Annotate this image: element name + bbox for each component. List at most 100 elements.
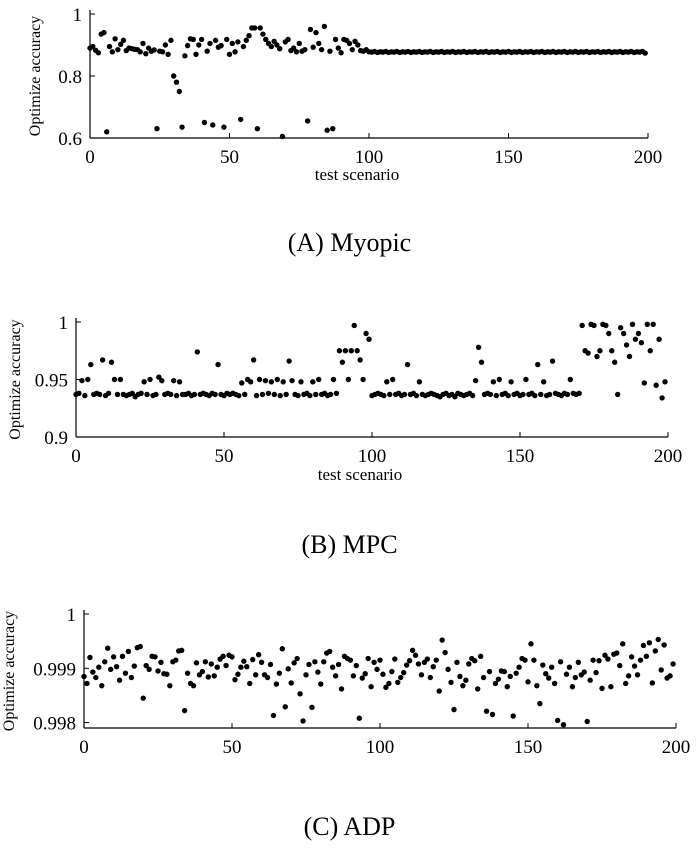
data-point <box>489 711 496 718</box>
data-point <box>96 391 103 398</box>
data-point <box>646 640 653 646</box>
data-point <box>208 661 214 667</box>
data-point <box>143 662 149 669</box>
data-point <box>285 36 291 43</box>
y-tick-label: 0.998 <box>33 714 76 735</box>
data-point <box>475 344 482 350</box>
data-point <box>390 376 396 383</box>
data-point <box>268 43 275 50</box>
data-point <box>270 712 277 719</box>
x-tick-label: 150 <box>494 147 523 168</box>
data-point <box>140 695 146 701</box>
data-point <box>335 661 342 668</box>
data-point <box>138 390 144 396</box>
data-point <box>606 330 612 337</box>
y-axis-label: Optimize accuracy <box>7 319 24 439</box>
data-point <box>474 686 481 692</box>
data-point <box>523 376 529 383</box>
data-point <box>642 50 648 56</box>
data-point <box>652 648 658 654</box>
data-point <box>240 43 247 50</box>
data-point <box>104 129 110 135</box>
data-point <box>218 42 224 49</box>
data-point <box>105 390 112 396</box>
data-point <box>303 672 309 678</box>
data-point <box>95 50 102 56</box>
data-point <box>164 671 170 677</box>
data-point <box>274 376 280 383</box>
data-point <box>351 322 357 329</box>
data-point <box>221 124 227 130</box>
data-point <box>332 36 339 43</box>
data-point <box>162 42 169 48</box>
data-point <box>235 39 241 45</box>
data-point <box>492 680 499 687</box>
data-point <box>658 667 664 673</box>
data-point <box>569 684 576 690</box>
data-point <box>226 51 233 57</box>
data-point <box>349 46 355 53</box>
data-point <box>398 674 404 681</box>
data-point <box>501 668 508 675</box>
data-point <box>254 126 261 132</box>
data-point <box>271 38 277 44</box>
data-point <box>279 646 286 652</box>
data-point <box>210 122 216 128</box>
data-point <box>201 119 208 126</box>
data-point <box>409 647 416 654</box>
data-point <box>472 657 478 664</box>
data-point <box>214 664 220 670</box>
data-point <box>377 657 383 663</box>
data-point <box>264 674 271 681</box>
data-point <box>567 376 574 383</box>
data-point <box>575 659 582 666</box>
data-point <box>620 641 626 647</box>
data-point <box>173 392 180 399</box>
data-point <box>120 37 127 44</box>
data-point <box>215 361 221 368</box>
data-point <box>236 392 242 399</box>
data-point <box>112 36 118 42</box>
data-point <box>353 662 360 669</box>
data-point <box>355 42 361 48</box>
data-point <box>404 361 411 368</box>
data-point <box>625 673 632 679</box>
data-point <box>643 653 650 660</box>
data-point <box>342 348 349 354</box>
data-point <box>271 391 278 398</box>
data-point <box>119 653 126 660</box>
data-point <box>179 124 185 130</box>
data-point <box>581 669 587 675</box>
data-point <box>357 357 363 363</box>
data-point <box>106 43 113 50</box>
data-point <box>277 46 283 52</box>
data-point <box>99 357 106 363</box>
data-point <box>338 686 345 692</box>
data-point <box>548 664 555 670</box>
data-point <box>277 392 283 399</box>
data-point <box>107 666 114 673</box>
data-point <box>85 376 91 383</box>
x-tick-label: 0 <box>85 147 95 168</box>
data-point <box>212 37 219 44</box>
data-point <box>101 29 107 36</box>
chart-a: 0 50 100 150 200 0.6 0.8 1 test scenario Optimize… <box>27 5 662 184</box>
data-point <box>168 37 174 44</box>
data-point <box>125 648 132 655</box>
data-point <box>587 677 593 683</box>
data-point <box>198 36 205 43</box>
data-point <box>596 657 602 664</box>
data-point <box>151 47 157 53</box>
data-point <box>591 322 597 329</box>
data-point <box>244 663 250 670</box>
data-point <box>590 657 596 663</box>
data-point <box>152 654 158 660</box>
data-point <box>298 379 304 385</box>
data-point <box>321 23 328 30</box>
data-point <box>430 663 436 670</box>
data-point <box>629 321 636 327</box>
data-point <box>597 348 603 354</box>
data-point <box>191 391 198 398</box>
data-point <box>614 650 620 656</box>
data-point <box>335 45 342 51</box>
